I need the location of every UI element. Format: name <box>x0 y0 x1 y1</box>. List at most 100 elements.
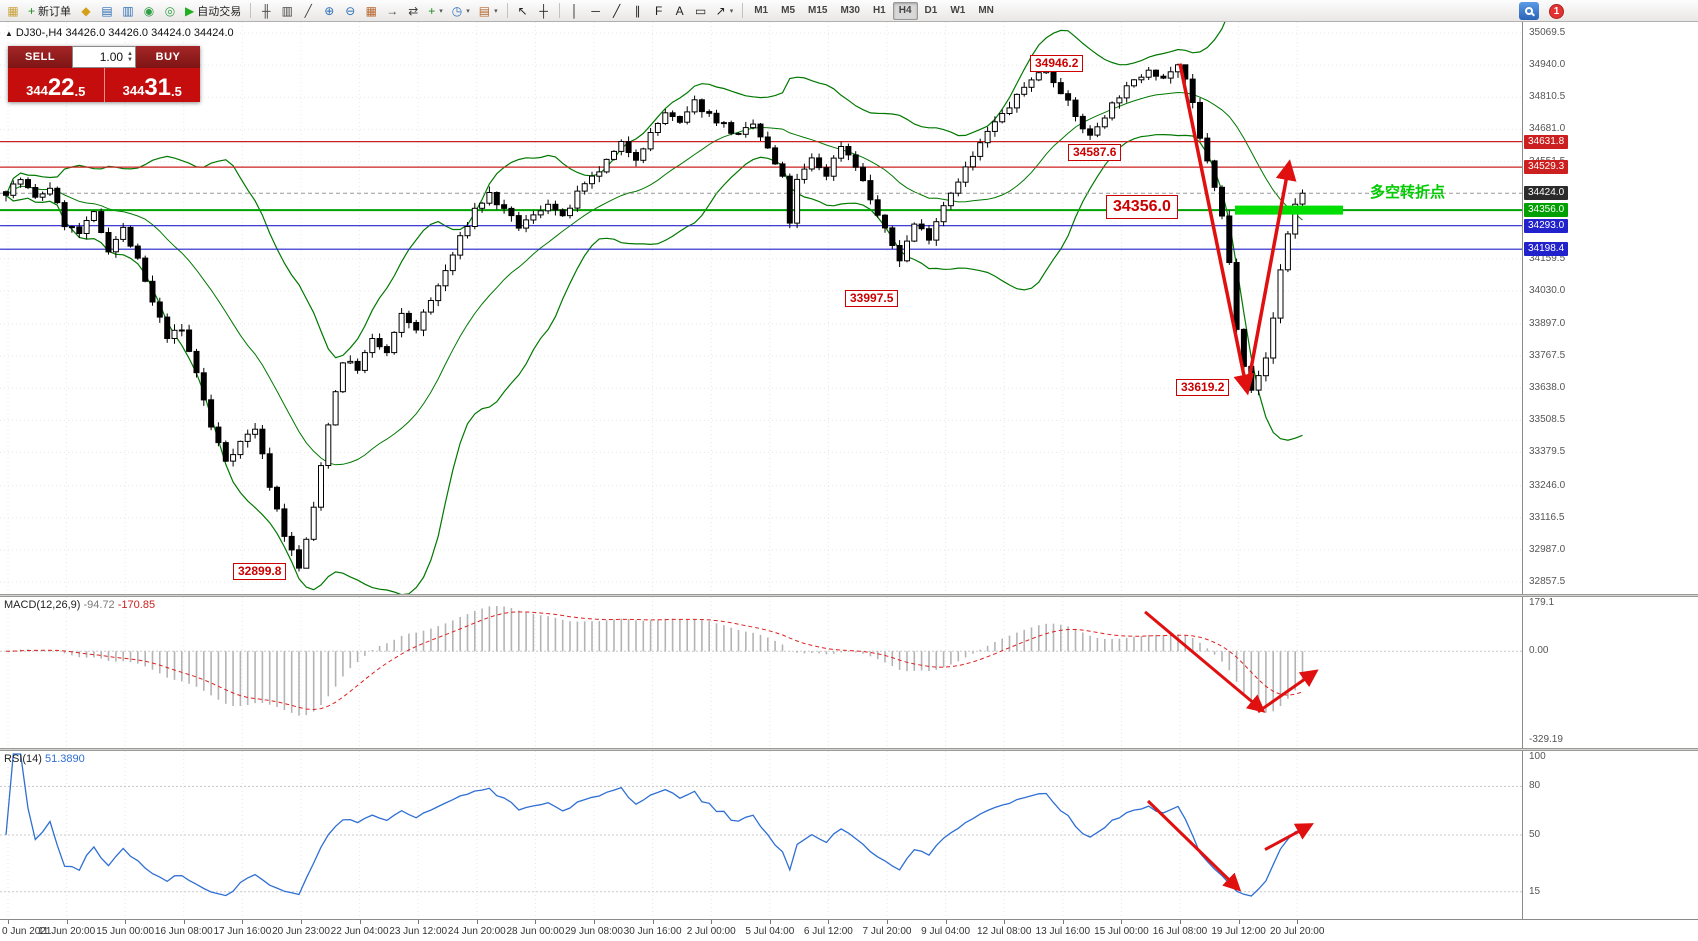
timeframe-m15[interactable]: M15 <box>808 5 828 16</box>
main-chart-svg[interactable] <box>0 22 1522 594</box>
new-order-button[interactable]: + 新订单 <box>24 1 75 21</box>
cursor-icon[interactable]: ↖ <box>513 1 533 21</box>
turning-point-note[interactable]: 多空转折点 <box>1370 184 1446 202</box>
periods-icon: ◷ <box>451 3 463 18</box>
market-watch-icon: ▤ <box>101 3 113 18</box>
indicators-icon[interactable]: + ▾ <box>424 1 447 21</box>
time-tick <box>66 920 68 924</box>
periods-icon[interactable]: ◷ ▾ <box>448 1 474 21</box>
timeframe-mn[interactable]: MN <box>978 5 994 16</box>
zoom-out-icon[interactable]: ⊖ <box>340 1 360 21</box>
macd-label: MACD(12,26,9) <box>4 599 81 611</box>
chart-window-icon[interactable]: ▦ <box>3 1 23 21</box>
vertical-line-icon[interactable]: │ <box>565 1 585 21</box>
volume-stepper[interactable]: ▲ ▼ <box>127 51 133 63</box>
timeframe-m30[interactable]: M30 <box>840 5 860 16</box>
zoom-in-icon[interactable]: ⊕ <box>319 1 339 21</box>
time-axis-label: 30 Jun 16:00 <box>623 926 682 937</box>
time-tick <box>594 920 595 924</box>
rsi-arrow-down[interactable] <box>1146 799 1242 892</box>
candlestick-icon[interactable]: ▥ <box>277 1 297 21</box>
line-chart-icon[interactable]: ╱ <box>298 1 318 21</box>
price-axis[interactable]: 35069.534940.034810.534681.034551.534159… <box>1522 22 1698 594</box>
price-tag: 34293.0 <box>1524 218 1569 233</box>
buy-button[interactable]: BUY <box>136 46 200 68</box>
time-axis-label: 11 Jun 20:00 <box>38 926 96 937</box>
price-callout-33619[interactable]: 33619.2 <box>1176 378 1230 396</box>
price-tag: 34529.3 <box>1524 160 1569 175</box>
trend-arrow-down[interactable] <box>1178 63 1255 396</box>
data-window-icon[interactable]: ▥ <box>118 1 138 21</box>
rsi-axis-label: 15 <box>1529 885 1541 897</box>
fibonacci-icon[interactable]: F <box>649 1 669 21</box>
chart-shift-icon[interactable]: ⇄ <box>403 1 423 21</box>
price-axis-label: 33379.5 <box>1529 446 1566 458</box>
time-tick <box>945 920 947 924</box>
price-callout-32899[interactable]: 32899.8 <box>233 562 287 580</box>
macd-chart-svg[interactable] <box>0 597 1522 748</box>
channel-icon[interactable]: ∥ <box>628 1 648 21</box>
timeframe-m1[interactable]: M1 <box>754 5 769 16</box>
notification-badge[interactable]: 1 <box>1549 3 1564 19</box>
time-tick <box>242 920 244 924</box>
macd-arrow-up[interactable] <box>1257 669 1319 714</box>
macd-histogram <box>12 606 1304 716</box>
time-tick <box>1238 920 1240 924</box>
sell-button[interactable]: SELL <box>8 46 72 68</box>
volume-field[interactable]: 1.00 ▲ ▼ <box>72 46 136 68</box>
auto-trade-button: ▶ <box>185 3 195 18</box>
timeframe-d1[interactable]: D1 <box>924 5 938 16</box>
templates-icon[interactable]: ▤ ▾ <box>475 1 502 21</box>
time-axis[interactable]: 0 Jun 2021 11 Jun 20:00 15 Jun 00:00 16 Jun… <box>0 919 1698 941</box>
time-axis-label: 2 Jul 00:00 <box>686 926 736 937</box>
panel-splitter[interactable] <box>0 748 1698 751</box>
horizontal-line-icon[interactable]: ─ <box>586 1 606 21</box>
price-axis-label: 33116.5 <box>1529 511 1565 523</box>
search-button[interactable] <box>1519 2 1539 20</box>
timeframe-h1[interactable]: H1 <box>872 5 886 16</box>
time-tick <box>652 920 654 924</box>
timeframe-m5[interactable]: M5 <box>781 5 796 16</box>
macd-axis-label: 179.1 <box>1529 597 1555 608</box>
time-axis-label: 5 Jul 04:00 <box>745 926 795 937</box>
price-axis-label: 34159.5 <box>1529 252 1566 264</box>
rsi-arrow-up[interactable] <box>1264 823 1314 851</box>
text-icon[interactable]: A <box>670 1 690 21</box>
navigator-icon[interactable]: ◉ <box>139 1 159 21</box>
price-callout-34356[interactable]: 34356.0 <box>1106 194 1178 219</box>
price-callout-34946[interactable]: 34946.2 <box>1030 54 1084 72</box>
support-highlight-bar[interactable] <box>1235 205 1343 215</box>
spin-down-icon[interactable]: ▼ <box>127 57 133 63</box>
trend-arrow-up[interactable] <box>1245 159 1297 391</box>
strategy-tester-icon[interactable]: ◎ <box>160 1 180 21</box>
chart-profile-icon[interactable]: ◆ <box>76 1 96 21</box>
price-axis-label: 34940.0 <box>1529 59 1566 71</box>
shapes-icon[interactable]: ↗ ▾ <box>712 1 738 21</box>
auto-trade-button[interactable]: ▶ 自动交易 <box>181 1 245 21</box>
crosshair-icon[interactable]: ┼ <box>534 1 554 21</box>
label-icon[interactable]: ▭ <box>691 1 711 21</box>
buy-price[interactable]: 344 31.5 <box>103 68 200 102</box>
rsi-axis-label: 100 <box>1529 751 1546 762</box>
price-axis-label: 34030.0 <box>1529 284 1566 296</box>
bollinger-bands <box>5 22 1303 594</box>
sell-price[interactable]: 344 22.5 <box>8 68 104 102</box>
trendline-icon[interactable]: ╱ <box>607 1 627 21</box>
market-watch-icon[interactable]: ▤ <box>97 1 117 21</box>
auto-scroll-icon[interactable]: → <box>382 1 402 21</box>
bar-chart-icon[interactable]: ╫ <box>256 1 276 21</box>
spin-up-icon[interactable]: ▲ <box>127 51 133 57</box>
rsi-chart-svg[interactable] <box>0 751 1522 919</box>
price-callout-33997[interactable]: 33997.5 <box>845 290 899 308</box>
price-callout-34587[interactable]: 34587.6 <box>1068 143 1122 161</box>
timeframe-h4[interactable]: H4 <box>892 1 918 20</box>
panel-splitter[interactable] <box>0 594 1698 597</box>
time-axis-label: 16 Jul 08:00 <box>1152 926 1208 937</box>
tile-windows-icon[interactable]: ▦ <box>361 1 381 21</box>
rsi-axis-label: 50 <box>1529 829 1541 840</box>
time-tick <box>8 920 9 924</box>
price-tag: 34356.0 <box>1524 203 1569 218</box>
horizontal-line-icon: ─ <box>591 3 600 18</box>
timeframe-w1[interactable]: W1 <box>950 5 966 16</box>
macd-arrow-down[interactable] <box>1144 610 1266 713</box>
